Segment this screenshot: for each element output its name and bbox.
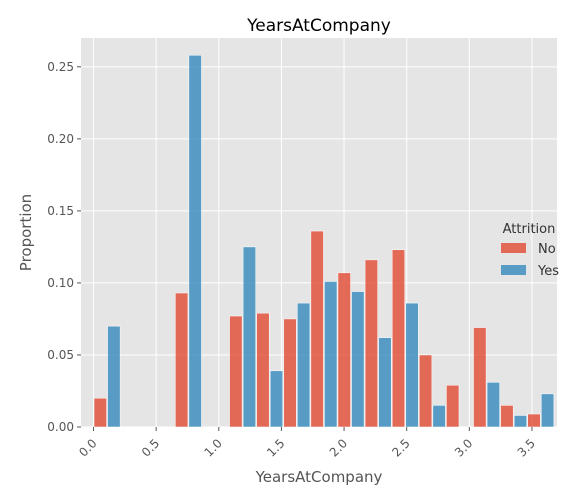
bar-no <box>337 272 351 428</box>
x-tick-label: 3.5 <box>515 436 538 459</box>
bar-no <box>175 292 189 428</box>
bar-yes <box>405 302 419 428</box>
x-tick-label: 0.0 <box>76 436 99 459</box>
bar-no <box>310 230 324 428</box>
bar-no <box>391 249 406 428</box>
legend-swatch-yes <box>501 265 526 275</box>
x-tick-label: 2.0 <box>327 436 350 459</box>
bar-yes <box>432 405 446 428</box>
x-tick-label: 1.5 <box>264 436 287 459</box>
y-tick-label: 0.00 <box>47 420 74 434</box>
bars <box>93 55 555 428</box>
legend-item-yes: Yes <box>501 264 559 279</box>
y-tick-label: 0.15 <box>47 204 74 218</box>
bar-yes <box>297 302 311 428</box>
y-tick-label: 0.25 <box>47 60 74 74</box>
bar-no <box>500 405 514 428</box>
bar-yes <box>269 370 284 428</box>
bar-yes <box>541 393 555 428</box>
legend: Attrition No Yes <box>501 222 559 279</box>
bar-no <box>446 384 460 428</box>
bar-yes <box>242 246 256 428</box>
bar-yes <box>107 325 121 428</box>
x-tick-label: 1.0 <box>202 436 225 459</box>
y-tick-label: 0.10 <box>47 276 74 290</box>
x-axis-label: YearsAtCompany <box>255 468 383 486</box>
bar-yes <box>324 281 338 428</box>
legend-swatch-no <box>501 243 526 253</box>
x-tick-label: 3.0 <box>452 436 475 459</box>
bar-yes <box>351 291 365 428</box>
y-tick-label: 0.05 <box>47 348 74 362</box>
legend-title: Attrition <box>503 222 556 237</box>
y-tick-label: 0.20 <box>47 132 74 146</box>
bar-yes <box>513 415 527 428</box>
x-tick-label: 0.5 <box>139 436 162 459</box>
legend-label-no: No <box>538 242 556 257</box>
bar-no <box>527 413 541 428</box>
x-tick-label: 2.5 <box>389 436 412 459</box>
x-axis-ticks: 0.0 0.5 1.0 1.5 2.0 2.5 3.0 3.5 <box>76 427 538 460</box>
bar-no <box>364 259 378 428</box>
bar-yes <box>486 382 500 428</box>
bar-no <box>229 315 243 428</box>
bar-no <box>419 354 433 428</box>
bar-no <box>256 312 270 428</box>
y-axis-ticks: 0.00 0.05 0.10 0.15 0.20 0.25 <box>47 60 81 434</box>
y-axis-label: Proportion <box>17 194 35 271</box>
chart-title: YearsAtCompany <box>246 16 391 36</box>
bar-yes <box>188 55 202 428</box>
bar-no <box>473 327 487 428</box>
legend-label-yes: Yes <box>537 264 559 279</box>
bar-yes <box>378 337 392 428</box>
bar-no <box>283 318 297 428</box>
legend-item-no: No <box>501 242 556 257</box>
bar-no <box>93 397 107 428</box>
